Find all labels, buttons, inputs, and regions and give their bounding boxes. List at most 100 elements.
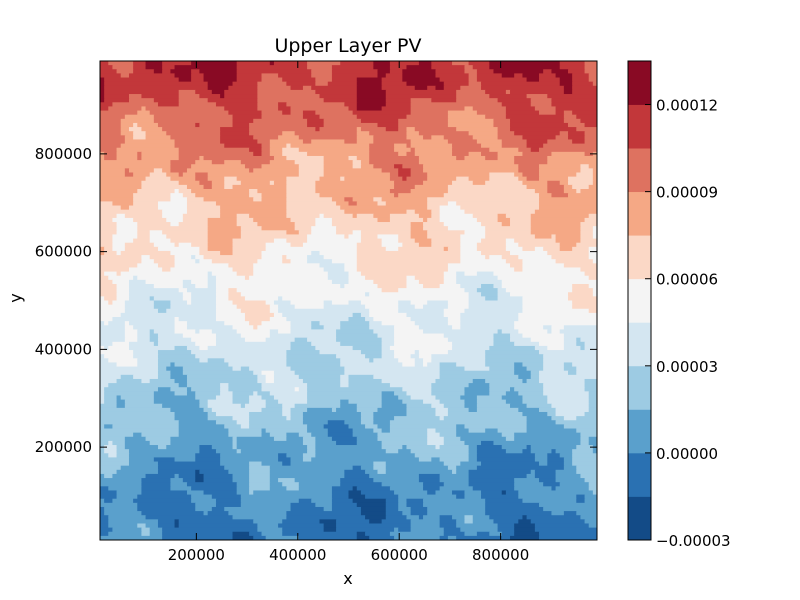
contour-cell <box>302 242 358 248</box>
contour-cell <box>282 519 321 525</box>
contour-cell <box>112 527 143 533</box>
contour-cell <box>481 81 561 87</box>
contour-cell <box>100 465 122 471</box>
contour-cell <box>414 85 428 91</box>
contour-cell <box>298 535 358 540</box>
contour-cell <box>447 184 528 190</box>
contour-cell <box>170 300 188 306</box>
contour-cell <box>186 387 192 392</box>
contour-cell <box>178 189 192 194</box>
contour-cell <box>253 168 300 174</box>
contour-cell <box>514 432 582 438</box>
contour-cell <box>476 445 503 450</box>
contour-cell <box>365 317 374 322</box>
y-tick-label: 400000 <box>35 340 92 358</box>
contour-cell <box>162 209 188 215</box>
contour-cell <box>100 139 126 145</box>
contour-cell <box>162 267 172 273</box>
contour-cell <box>497 527 515 533</box>
contour-cell <box>431 383 470 388</box>
contour-cell <box>460 242 478 248</box>
contour-cell <box>290 325 312 331</box>
contour-cell <box>319 519 337 525</box>
contour-cell <box>518 147 532 153</box>
contour-cell <box>199 155 205 161</box>
contour-cell <box>584 131 597 136</box>
contour-cell <box>418 473 441 479</box>
contour-cell <box>174 65 238 70</box>
contour-cell <box>232 531 250 537</box>
contour-cell <box>319 94 358 99</box>
contour-cell <box>464 531 478 537</box>
contour-cell <box>555 449 573 454</box>
contour-cell <box>104 151 118 157</box>
contour-cell <box>452 147 490 153</box>
contour-cell <box>592 292 597 297</box>
contour-cell <box>124 445 159 450</box>
contour-cell <box>534 473 557 479</box>
contour-cell <box>232 184 287 190</box>
contour-cell <box>327 420 345 425</box>
contour-cell <box>257 81 287 87</box>
contour-cell <box>331 486 354 492</box>
contour-cell <box>240 403 246 409</box>
contour-cell <box>116 230 138 236</box>
contour-cell <box>269 469 345 475</box>
contour-cell <box>340 358 370 364</box>
contour-cell <box>290 106 350 112</box>
contour-cell <box>273 378 304 384</box>
contour-cell <box>331 498 354 504</box>
contour-cell <box>410 354 420 359</box>
contour-cell <box>369 143 395 149</box>
contour-cell <box>580 267 597 273</box>
contour-cell <box>290 407 308 413</box>
contour-cell <box>456 98 499 103</box>
contour-cell <box>215 420 238 425</box>
contour-cell <box>530 445 577 450</box>
contour-cell <box>331 279 350 285</box>
contour-cell <box>592 176 597 182</box>
contour-cell <box>584 378 597 384</box>
contour-cell <box>489 531 503 537</box>
contour-cell <box>290 242 304 248</box>
contour-cell <box>481 292 499 297</box>
contour-cell <box>563 366 577 372</box>
contour-cell <box>423 168 519 174</box>
contour-cell <box>166 234 209 240</box>
contour-cell <box>344 473 370 479</box>
contour-cell <box>269 160 296 165</box>
contour-cell <box>137 110 151 116</box>
contour-cell <box>563 110 573 116</box>
contour-cell <box>530 217 586 223</box>
contour-cell <box>547 250 590 256</box>
contour-cell <box>104 498 114 504</box>
contour-cell <box>307 395 383 401</box>
contour-cell <box>232 478 250 483</box>
contour-cell <box>489 345 536 351</box>
contour-cell <box>443 333 495 339</box>
contour-cell <box>356 201 379 207</box>
contour-cell <box>526 94 548 99</box>
contour-cell <box>447 122 495 128</box>
contour-cell <box>253 267 325 273</box>
contour-cell <box>112 65 134 70</box>
contour-cell <box>141 432 180 438</box>
contour-cell <box>385 102 412 108</box>
contour-cell <box>369 155 420 161</box>
contour-cell <box>257 374 267 380</box>
contour-cell <box>555 469 577 475</box>
contour-cell <box>572 139 586 145</box>
contour-cell <box>100 354 105 359</box>
contour-cell <box>493 283 503 289</box>
contour-cell <box>410 317 449 322</box>
contour-cell <box>460 250 482 256</box>
contour-cell <box>153 242 176 248</box>
contour-cell <box>236 329 271 335</box>
contour-cell <box>539 73 557 79</box>
contour-cell <box>344 102 358 108</box>
contour-cell <box>410 523 441 529</box>
contour-cell <box>207 234 242 240</box>
contour-cell <box>100 106 109 112</box>
contour-cell <box>116 449 130 454</box>
